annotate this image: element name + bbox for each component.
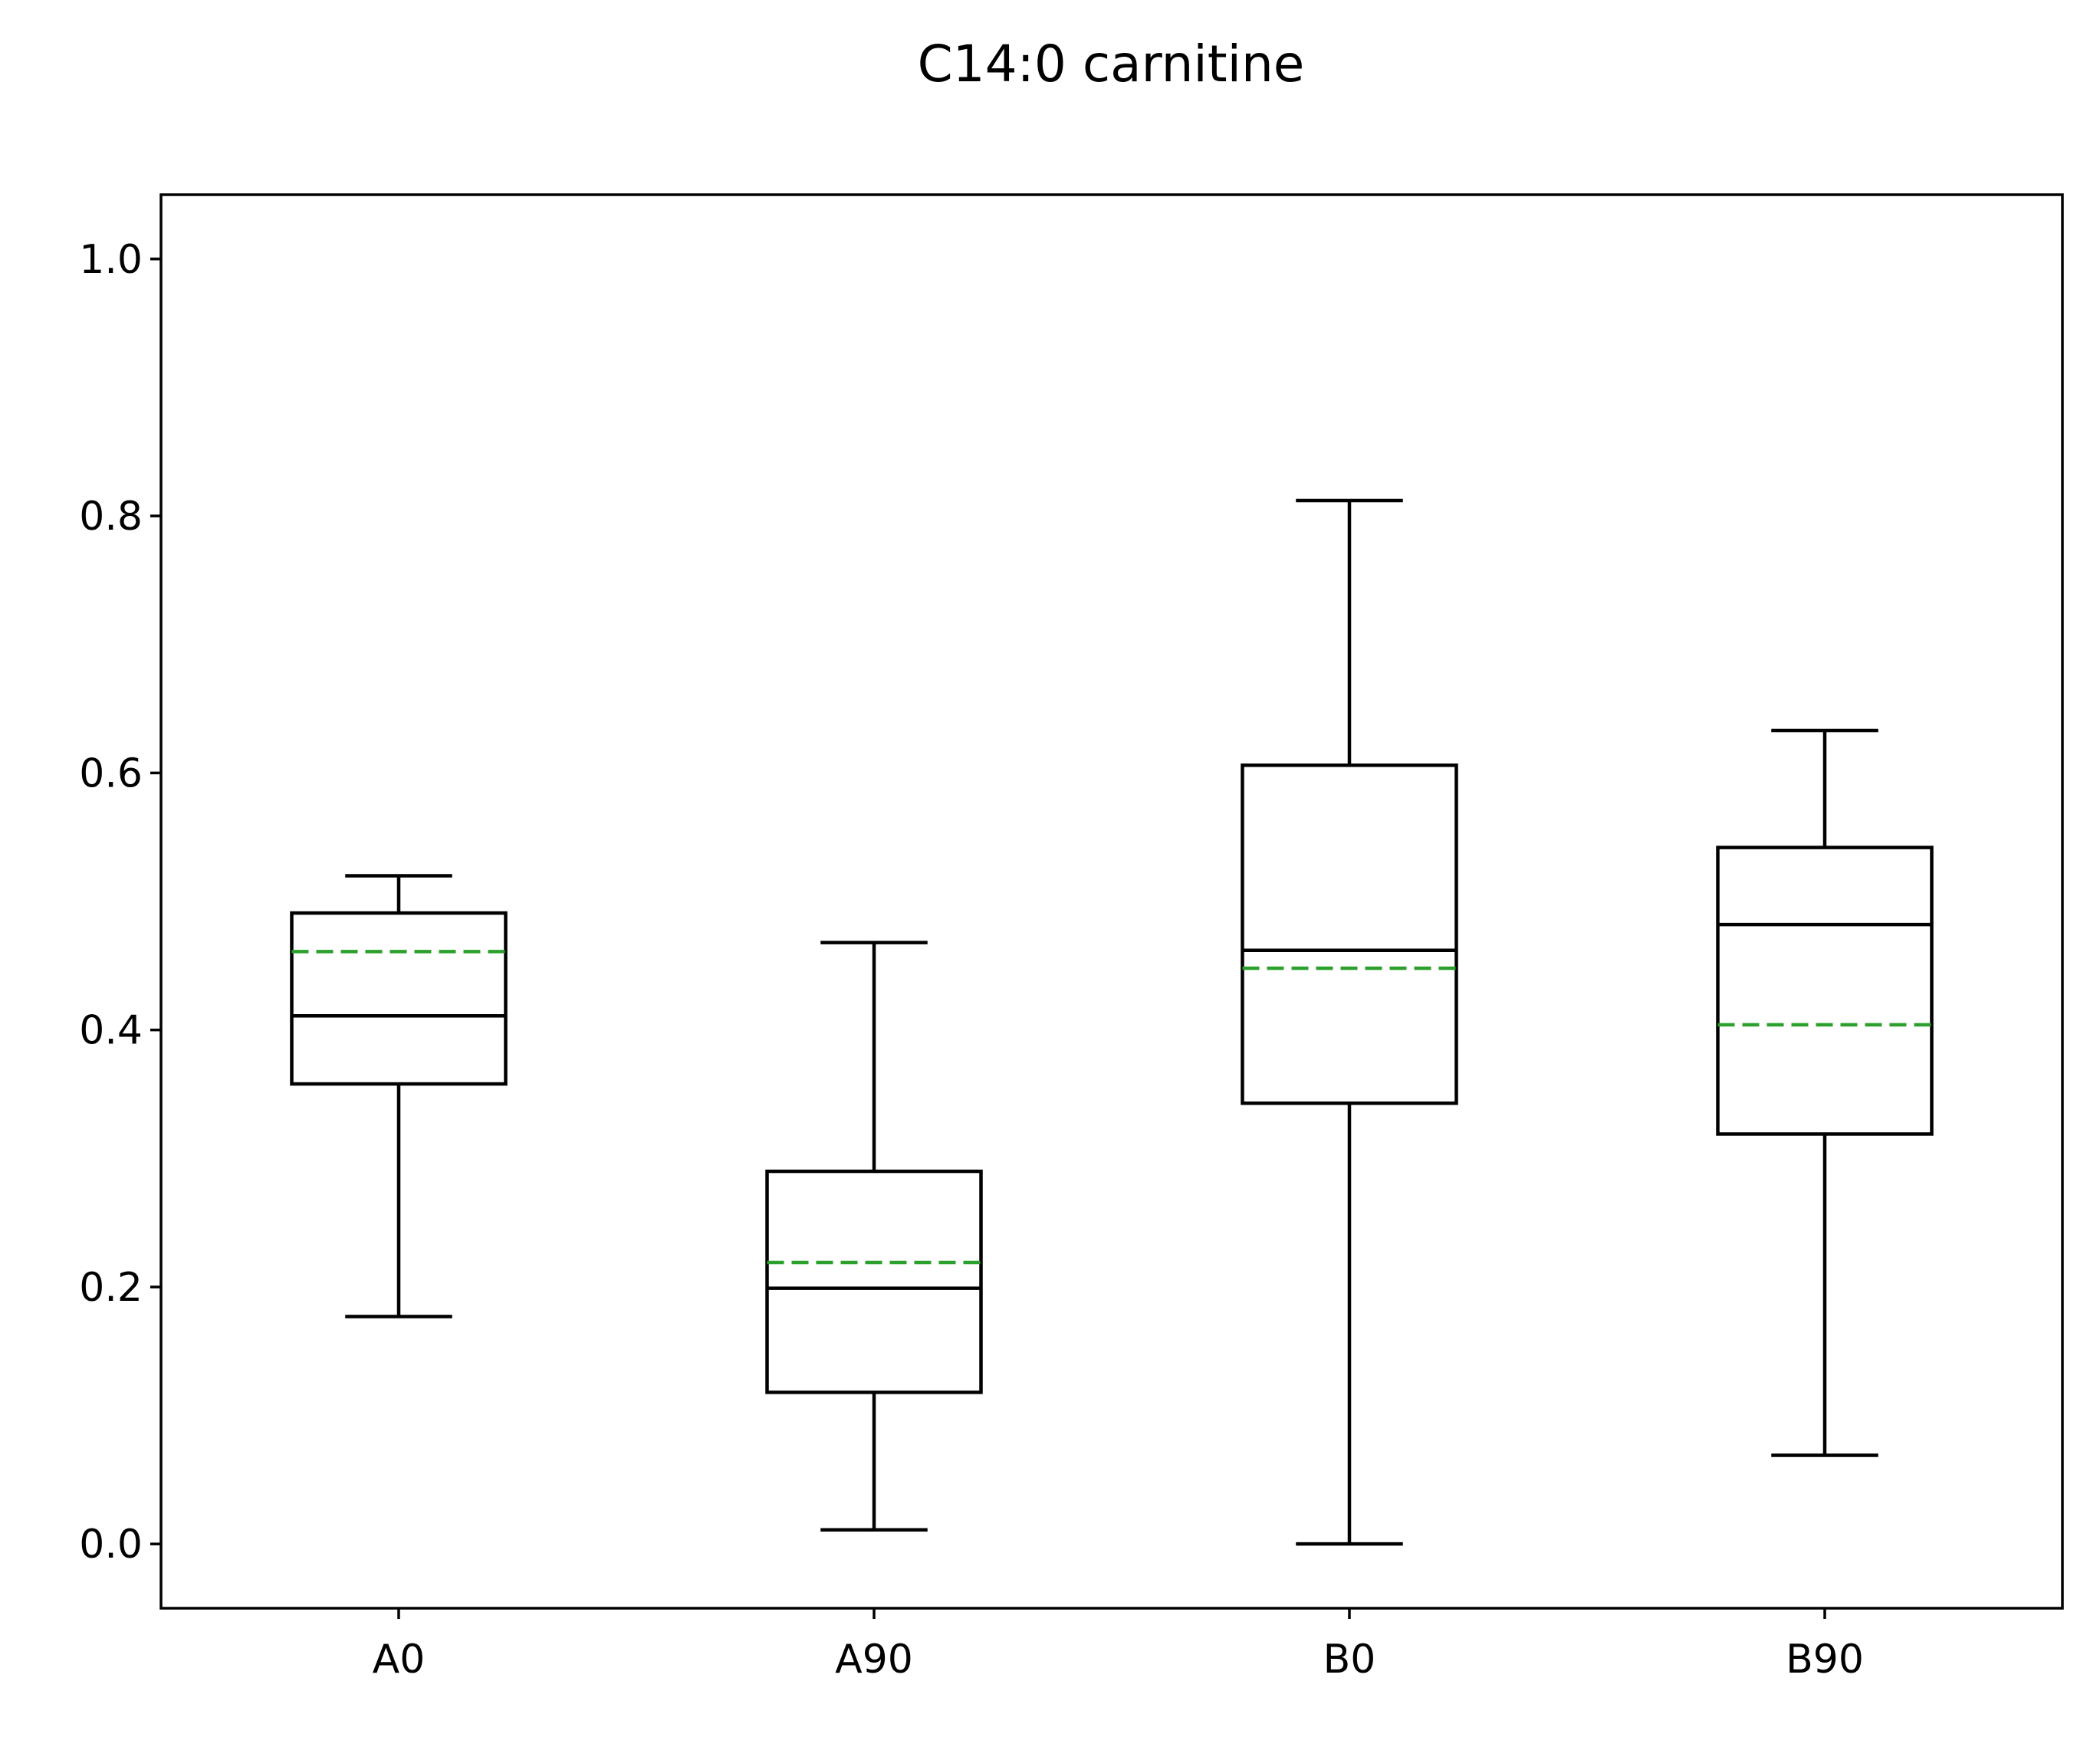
y-tick-label: 0.4 [79,1008,143,1054]
iqr-box [1716,846,1934,1136]
x-tick-label: A90 [835,1637,913,1683]
iqr-box [765,1169,983,1394]
box-B90 [1716,728,1934,1457]
x-axis: A0 A90 B0 B90 [373,1608,1864,1683]
y-tick-label: 1.0 [79,237,143,283]
y-tick-label: 0.8 [79,494,143,540]
chart-title: C14:0 carnitine [918,34,1305,94]
y-axis: 0.0 0.2 0.4 0.6 0.8 1.0 [79,237,161,1568]
iqr-box [290,911,508,1086]
box-A0 [290,874,508,1318]
x-tick-label: B0 [1323,1637,1376,1683]
box-B0 [1241,498,1458,1546]
y-tick-label: 0.6 [79,750,143,796]
iqr-box [1241,763,1458,1105]
box-A90 [765,941,983,1532]
boxes-group [290,498,1934,1546]
plot-frame [159,193,2064,1610]
y-tick-label: 0.2 [79,1265,143,1311]
y-tick-label: 0.0 [79,1522,143,1568]
x-tick-label: A0 [373,1637,426,1683]
x-tick-label: B90 [1786,1637,1864,1683]
